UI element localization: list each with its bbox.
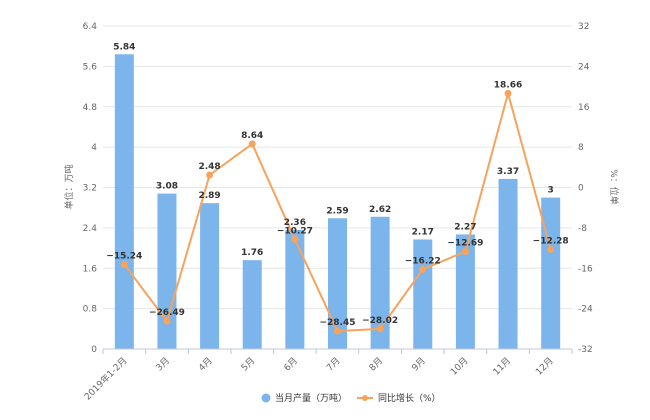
- line-value-label: −15.24: [106, 251, 142, 261]
- legend-line-label: 同比增长（%）: [378, 392, 441, 404]
- bar: [455, 234, 475, 349]
- y-right-tick-label: -32: [578, 345, 593, 355]
- y-axis-right-title: %：位单: [608, 169, 620, 205]
- y-right-tick-label: 0: [578, 184, 584, 194]
- y-left-tick-label: 0.8: [83, 305, 98, 315]
- bar-value-label: 3.08: [156, 182, 178, 192]
- line-value-label: 18.66: [494, 80, 522, 90]
- bar-value-label: 3: [548, 186, 554, 196]
- x-tick-label: 2019年1-2月: [82, 355, 130, 403]
- bar-value-label: 2.62: [369, 205, 391, 215]
- legend-bar-marker: [261, 393, 271, 403]
- y-right-tick-label: 32: [578, 22, 589, 32]
- line-value-label: −28.02: [362, 316, 398, 326]
- x-tick-label: 8月: [367, 355, 385, 373]
- legend-item-line[interactable]: 同比增长（%）: [357, 392, 441, 404]
- line-point: [461, 248, 469, 256]
- bar: [370, 216, 390, 349]
- legend-bar-label: 当月产量（万吨）: [275, 392, 347, 404]
- bar-value-label: 2.59: [326, 206, 348, 216]
- y-right-tick-label: 16: [578, 103, 590, 113]
- x-tick-label: 5月: [239, 355, 257, 373]
- bar-value-label: 2.89: [198, 191, 220, 201]
- x-tick-label: 6月: [282, 355, 300, 373]
- line-value-label: −26.49: [149, 308, 185, 318]
- bar-value-label: 5.84: [113, 42, 135, 52]
- x-tick-label: 10月: [448, 355, 470, 377]
- y-left-tick-label: 2.4: [83, 224, 98, 234]
- line-point: [291, 235, 299, 243]
- line-point: [419, 265, 427, 273]
- line-point: [206, 171, 214, 179]
- line-point: [163, 317, 171, 325]
- bar: [157, 193, 177, 349]
- bar: [328, 218, 347, 349]
- y-right-tick-label: -16: [578, 264, 593, 274]
- bar-series: [114, 54, 561, 349]
- bar-value-label: 3.37: [497, 167, 519, 177]
- gridlines: [103, 25, 572, 350]
- line-value-label: −16.22: [405, 256, 441, 266]
- x-tick-label: 7月: [324, 355, 342, 373]
- y-right-tick-label: 8: [578, 143, 584, 153]
- line-value-label: −10.27: [277, 226, 313, 236]
- line-value-label: −12.28: [533, 236, 569, 246]
- bar: [498, 178, 518, 349]
- bar-value-label: 2.36: [284, 218, 306, 228]
- y-left-tick-label: 6.4: [83, 22, 98, 32]
- line-point: [504, 89, 512, 97]
- x-tick-label: 4月: [197, 355, 215, 373]
- bar-value-label: 2.17: [412, 227, 434, 237]
- line-point: [376, 325, 384, 333]
- line-point: [334, 327, 341, 335]
- y-left-tick-label: 4: [91, 143, 97, 153]
- y-right-tick-label: -8: [578, 224, 587, 234]
- x-tick-label: 3月: [154, 355, 172, 373]
- bar: [114, 54, 134, 349]
- legend-item-bar[interactable]: 当月产量（万吨）: [261, 392, 348, 404]
- y-left-tick-label: 5.6: [83, 62, 98, 72]
- y-left-tick-label: 3.2: [83, 184, 97, 194]
- y-right-tick-label: -24: [578, 305, 593, 315]
- y-axis-left-title: 单位：万吨: [63, 164, 75, 209]
- bar: [285, 229, 305, 349]
- line-value-label: 8.64: [241, 131, 263, 141]
- line-series: [120, 89, 555, 335]
- line-point: [248, 140, 256, 148]
- y-left-tick-label: 4.8: [83, 103, 98, 113]
- line-value-label: −12.69: [447, 239, 483, 249]
- bar-value-label: 2.27: [454, 222, 476, 232]
- bar: [200, 203, 220, 349]
- bar: [242, 260, 262, 349]
- x-tick-label: 12月: [534, 355, 556, 377]
- line-value-label: −28.45: [319, 318, 355, 328]
- line-point: [547, 245, 555, 253]
- legend: 当月产量（万吨） 同比增长（%）: [261, 392, 441, 404]
- y-left-tick-label: 1.6: [83, 264, 98, 274]
- x-tick-label: 11月: [491, 355, 513, 377]
- x-tick-label: 9月: [410, 355, 428, 373]
- line-value-label: 2.48: [198, 162, 220, 172]
- y-right-tick-label: 24: [578, 62, 590, 72]
- legend-line-marker: [362, 395, 368, 401]
- data-labels: 5.84 3.08 2.89 1.76 2.36 2.59 2.62 2.17 2.27 3.37…: [106, 42, 568, 328]
- line-point: [120, 260, 128, 268]
- y-left-tick-label: 0: [91, 345, 97, 355]
- bar: [541, 197, 561, 349]
- bar-value-label: 1.76: [241, 248, 263, 258]
